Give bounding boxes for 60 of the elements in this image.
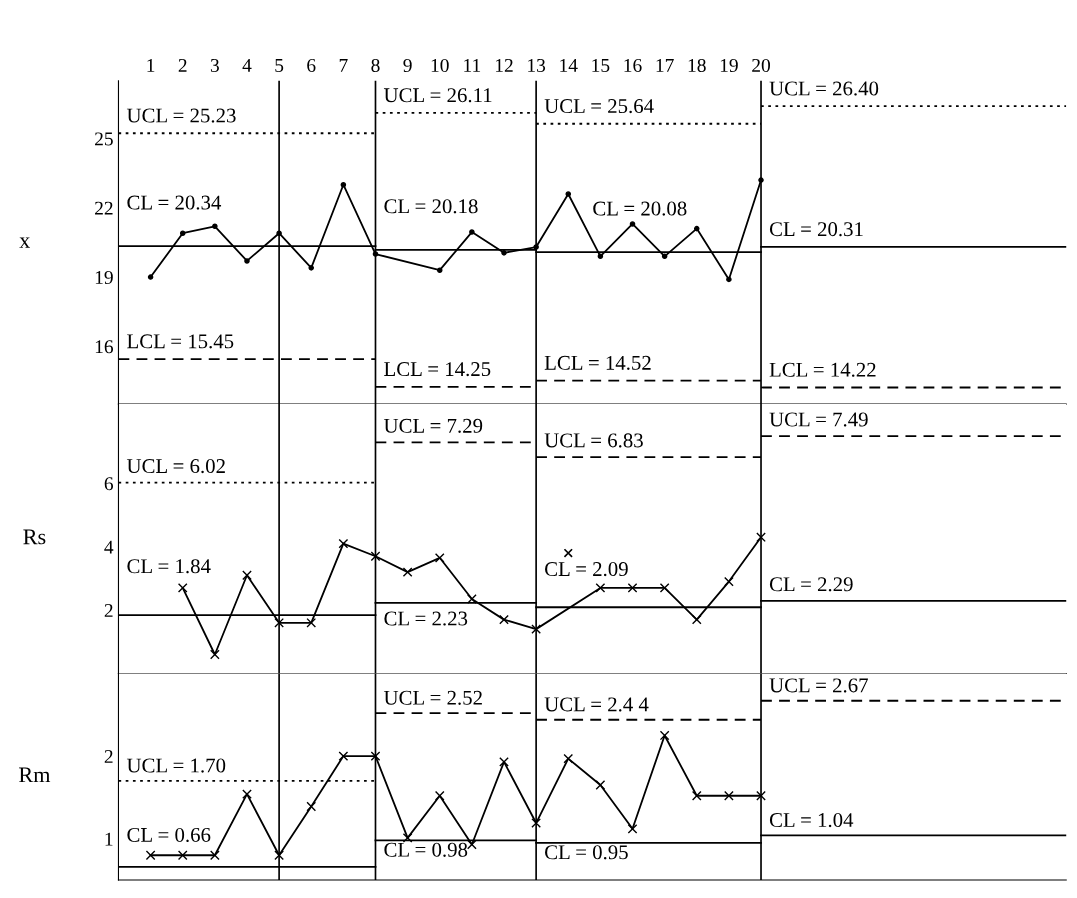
x-tick-label: 5 [275, 59, 284, 73]
series-label: UCL = 7.49 [769, 412, 868, 427]
series-label: UCL = 1.70 [126, 758, 226, 773]
series-label: UCL = 7.29 [383, 418, 483, 433]
x-tick-label: 12 [495, 58, 513, 72]
x-tick-label: 16 [624, 58, 642, 73]
series-label: UCL = 2.52 [383, 690, 482, 705]
y-tick-label: 6 [104, 477, 114, 491]
series-label: UCL = 25.23 [126, 108, 236, 123]
x-tick-label: 4 [242, 59, 252, 72]
series-label: CL = 2.23 [384, 611, 468, 626]
y-tick-label: 4 [104, 540, 114, 554]
series-label: CL = 0.95 [545, 845, 628, 860]
series-label: CL = 20.31 [769, 222, 863, 237]
x-tick-label: 10 [431, 58, 449, 73]
x-tick-label: 3 [210, 58, 219, 73]
y-axis-title: Rs [23, 529, 46, 545]
y-tick-label: 1 [105, 832, 113, 846]
series-label: CL = 0.66 [127, 827, 211, 843]
x-tick-label: 8 [371, 58, 380, 73]
series-label: UCL = 2.67 [769, 678, 868, 693]
series-label: LCL = 14.52 [544, 355, 651, 370]
y-tick-label: 25 [95, 132, 113, 146]
series-label: CL = 20.08 [593, 201, 687, 216]
x-tick-label: 14 [560, 58, 578, 72]
y-tick-label: 2 [104, 749, 113, 763]
series-label: UCL = 25.64 [544, 99, 654, 114]
series-label: LCL = 14.25 [384, 362, 491, 377]
x-tick-label: 6 [307, 58, 316, 73]
series-label: CL = 0.98 [384, 842, 468, 857]
x-tick-label: 1 [147, 58, 155, 72]
series-label: LCL = 15.45 [127, 334, 234, 349]
y-tick-label: 2 [104, 603, 113, 617]
x-tick-label: 18 [688, 58, 706, 73]
series-label: LCL = 14.22 [769, 362, 876, 377]
y-axis-title: x [19, 237, 30, 248]
x-tick-label: 9 [403, 58, 412, 73]
series-label: CL = 2.09 [545, 562, 628, 577]
y-tick-label: 19 [95, 270, 113, 285]
y-tick-label: 22 [95, 201, 113, 215]
x-tick-label: 17 [656, 58, 674, 72]
series-label: UCL = 6.02 [126, 459, 225, 474]
x-tick-label: 19 [720, 58, 738, 73]
x-tick-label: 2 [178, 58, 187, 72]
x-tick-label: 13 [528, 58, 546, 73]
series-label: CL = 20.18 [384, 199, 478, 214]
text: CL = 1.84 [127, 559, 211, 574]
series-label: UCL = 2.4 4 [544, 697, 649, 712]
x-tick-label: 20 [752, 58, 770, 73]
y-axis-title: Rm [19, 767, 51, 783]
y-tick-label: 16 [95, 340, 114, 354]
x-tick-label: 7 [339, 59, 348, 72]
series-label: CL = 20.34 [127, 195, 222, 210]
series-label: UCL = 6.83 [544, 433, 643, 448]
series-label: UCL = 26.11 [383, 88, 492, 103]
series-label: CL = 1.04 [769, 813, 854, 828]
x-tick-label: 15 [592, 58, 610, 73]
x-tick-label: 11 [464, 58, 481, 72]
series-label: CL = 2.29 [769, 577, 853, 592]
series-label: UCL = 26.40 [769, 81, 879, 96]
